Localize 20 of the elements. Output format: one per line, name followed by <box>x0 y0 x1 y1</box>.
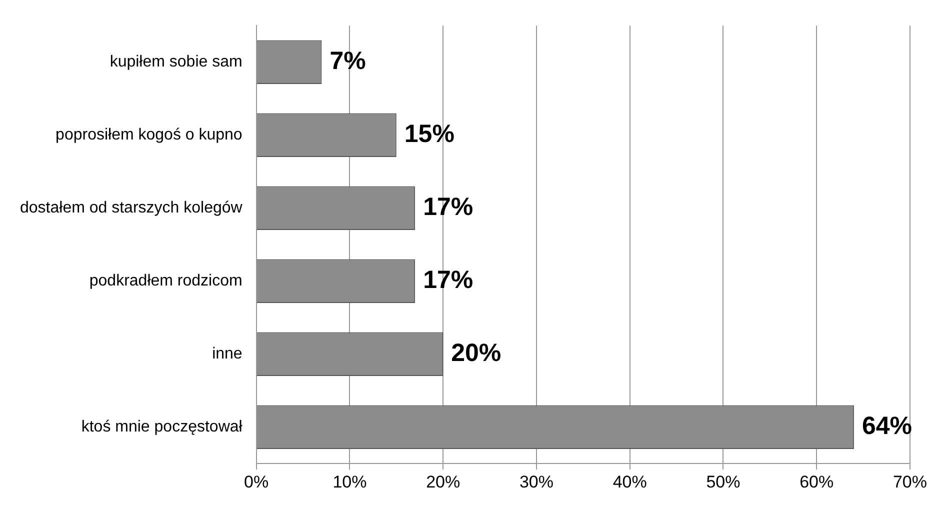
x-tick-label: 40% <box>612 472 647 492</box>
x-tick-label: 50% <box>706 472 740 492</box>
x-tick-label: 70% <box>892 472 928 492</box>
y-tick-label: podkradłem rodzicom <box>89 272 242 290</box>
data-label: 15% <box>404 120 454 148</box>
data-label: 7% <box>330 46 366 75</box>
data-label: 20% <box>451 338 502 367</box>
x-tick-label: 10% <box>332 472 367 492</box>
y-tick-label: kupiłem sobie sam <box>110 54 242 71</box>
x-tick-label: 0% <box>244 472 269 492</box>
data-label: 17% <box>423 192 474 221</box>
data-label: 17% <box>423 266 474 294</box>
y-tick-label: inne <box>212 346 242 363</box>
y-tick-label: dostałem od starszych kolegów <box>20 200 243 217</box>
x-tick-label: 30% <box>519 472 554 492</box>
data-label: 64% <box>862 412 912 440</box>
x-tick-label: 60% <box>800 472 834 492</box>
y-tick-label: ktoś mnie poczęstował <box>81 418 243 436</box>
x-tick-label: 20% <box>426 472 460 492</box>
y-tick-label: poprosiłem kogoś o kupno <box>56 126 242 144</box>
